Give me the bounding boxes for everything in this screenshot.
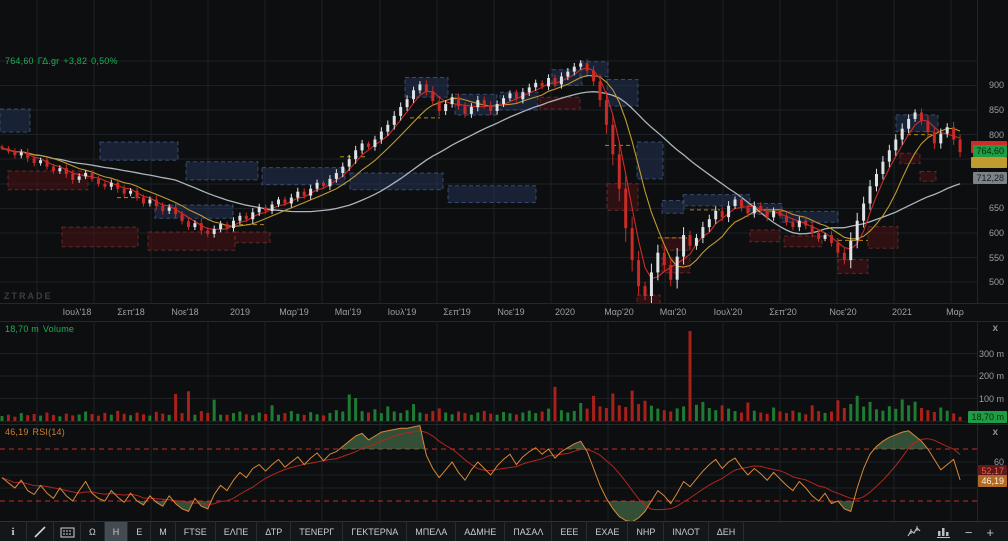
time-axis-label: Μαρ <box>946 307 964 317</box>
volume-value: 18,70 m <box>5 324 39 334</box>
time-axis-label: Νοε'19 <box>497 307 525 317</box>
timeframe-button-H[interactable]: H <box>104 522 129 541</box>
symbol-tab-ΙΝΛΟΤ[interactable]: ΙΝΛΟΤ <box>664 522 709 541</box>
rsi-legend: 46,19 RSI(14) <box>5 427 69 437</box>
zoom-controls: − + <box>893 522 1008 541</box>
time-axis-label: 2019 <box>229 307 251 317</box>
axis-tick-label: 600 <box>988 228 1004 238</box>
axis-tick-label: 800 <box>988 130 1004 140</box>
time-axis-label: Μαρ'20 <box>604 307 634 317</box>
volume-label: Volume <box>42 324 75 334</box>
draw-button[interactable] <box>27 522 54 541</box>
time-axis-label: Μαι'20 <box>659 307 687 317</box>
time-axis-label: Νοε'18 <box>171 307 199 317</box>
volume-canvas[interactable] <box>0 321 1008 424</box>
time-axis-label: Μαι'19 <box>334 307 362 317</box>
rsi-signal-badge: 52,17 <box>978 465 1007 477</box>
volume-panel[interactable]: 18,70 m Volume 300 m 200 m 100 m x 18,70 m <box>0 321 1008 425</box>
indicators-button[interactable] <box>54 522 81 541</box>
symbol-tab-ΔΕΗ[interactable]: ΔΕΗ <box>709 522 745 541</box>
time-axis[interactable]: Ιουλ'18 Σεπ'18 Νοε'18 2019 Μαρ'19 Μαι'19 Ιουλ'… <box>0 303 1008 322</box>
volume-value-badge: 18,70 m <box>968 411 1007 423</box>
time-axis-label: Σεπ'19 <box>443 307 471 317</box>
bottom-toolbar: i Ω H E M FTSE ΕΛΠΕ ΔΤΡ ΤΕΝΕΡΓ ΓΕΚΤΕΡΝΑ ΜΠΕΛΑ ΑΔΜΗΕ… <box>0 521 1008 541</box>
axis-tick-label: 550 <box>988 253 1004 263</box>
volume-legend: 18,70 m Volume <box>5 324 78 334</box>
rsi-label: RSI(14) <box>32 427 65 437</box>
symbol-tab-ΤΕΝΕΡΓ[interactable]: ΤΕΝΕΡΓ <box>291 522 344 541</box>
time-axis-label: Μαρ'19 <box>279 307 309 317</box>
symbol-tab-ΝΗΡ[interactable]: ΝΗΡ <box>628 522 665 541</box>
volume-axis[interactable]: 300 m 200 m 100 m <box>977 321 1008 424</box>
time-axis-label: Ιουλ'20 <box>713 307 743 317</box>
draw-icon <box>33 526 46 538</box>
time-axis-label: Νοε'20 <box>829 307 857 317</box>
symbol-tab-ΕΧΑΕ[interactable]: ΕΧΑΕ <box>587 522 629 541</box>
watermark: ZTRADE <box>4 291 53 301</box>
time-axis-label: Σεπ'18 <box>117 307 145 317</box>
symbol-tab-ΜΠΕΛΑ[interactable]: ΜΠΕΛΑ <box>407 522 457 541</box>
price-change: +3,82 <box>63 56 88 66</box>
last-price: 764,60 <box>5 56 34 66</box>
time-axis-label: Ιουλ'18 <box>62 307 92 317</box>
axis-tick-label: 60 <box>993 457 1004 467</box>
axis-tick-label: 500 <box>988 277 1004 287</box>
symbol-tab-FTSE[interactable]: FTSE <box>176 522 216 541</box>
axis-tick-label: 900 <box>988 80 1004 90</box>
axis-tick-label: 850 <box>988 105 1004 115</box>
rsi-value: 46,19 <box>5 427 29 437</box>
chart-bars-button[interactable] <box>936 525 951 539</box>
chart-line-icon <box>907 526 921 537</box>
symbol-legend: 764,60 ΓΔ.gr +3,82 0,50% <box>5 56 122 66</box>
time-axis-label: 2020 <box>554 307 576 317</box>
timeframe-button-E[interactable]: E <box>128 522 152 541</box>
axis-tick-label: 300 m <box>978 349 1004 359</box>
symbol-tab-ΔΤΡ[interactable]: ΔΤΡ <box>257 522 292 541</box>
zoom-out-button[interactable]: − <box>964 524 973 540</box>
axis-tick-label: 100 m <box>978 394 1004 404</box>
last-price-badge: 764,60 <box>973 145 1007 157</box>
symbol-name: ΓΔ.gr <box>37 56 60 66</box>
symbol-tab-ΕΛΠΕ[interactable]: ΕΛΠΕ <box>216 522 258 541</box>
toolbar-spacer <box>744 522 893 541</box>
axis-tick-label: 200 m <box>978 371 1004 381</box>
indicators-icon <box>60 527 74 538</box>
axis-tick-label: 650 <box>988 203 1004 213</box>
time-axis-label: Ιουλ'19 <box>387 307 417 317</box>
symbol-tab-ΓΕΚΤΕΡΝΑ[interactable]: ΓΕΚΤΕΡΝΑ <box>343 522 408 541</box>
price-chart-canvas[interactable] <box>0 0 1008 303</box>
ma-slow-value-badge: 712,28 <box>973 172 1007 184</box>
rsi-panel[interactable]: 46,19 RSI(14) 60 x 52,17 46,19 <box>0 425 1008 521</box>
rsi-close-button[interactable]: x <box>992 427 998 438</box>
info-icon: i <box>11 526 15 538</box>
rsi-value-badge: 46,19 <box>978 475 1007 487</box>
timeframe-button-Ω[interactable]: Ω <box>81 522 105 541</box>
timeframe-button-M[interactable]: M <box>151 522 176 541</box>
ma-medium-axis-badge <box>971 157 1007 168</box>
zoom-in-button[interactable]: + <box>986 524 994 540</box>
volume-close-button[interactable]: x <box>992 323 998 334</box>
info-button[interactable]: i <box>0 522 27 541</box>
chart-bars-icon <box>936 528 950 538</box>
price-chart-panel[interactable]: 764,60 ΓΔ.gr +3,82 0,50% ZTRADE 900 850 800 65… <box>0 0 1008 303</box>
rsi-axis[interactable]: 60 <box>977 425 1008 521</box>
time-axis-label: 2021 <box>891 307 913 317</box>
price-change-pct: 0,50% <box>91 56 118 66</box>
rsi-canvas[interactable] <box>0 425 1008 521</box>
symbol-tab-ΠΑΣΑΛ[interactable]: ΠΑΣΑΛ <box>505 522 553 541</box>
time-axis-label: Σεπ'20 <box>769 307 797 317</box>
chart-line-button[interactable] <box>907 525 922 539</box>
symbol-tab-ΑΔΜΗΕ[interactable]: ΑΔΜΗΕ <box>456 522 506 541</box>
symbol-tab-ΕΕΕ[interactable]: ΕΕΕ <box>552 522 588 541</box>
